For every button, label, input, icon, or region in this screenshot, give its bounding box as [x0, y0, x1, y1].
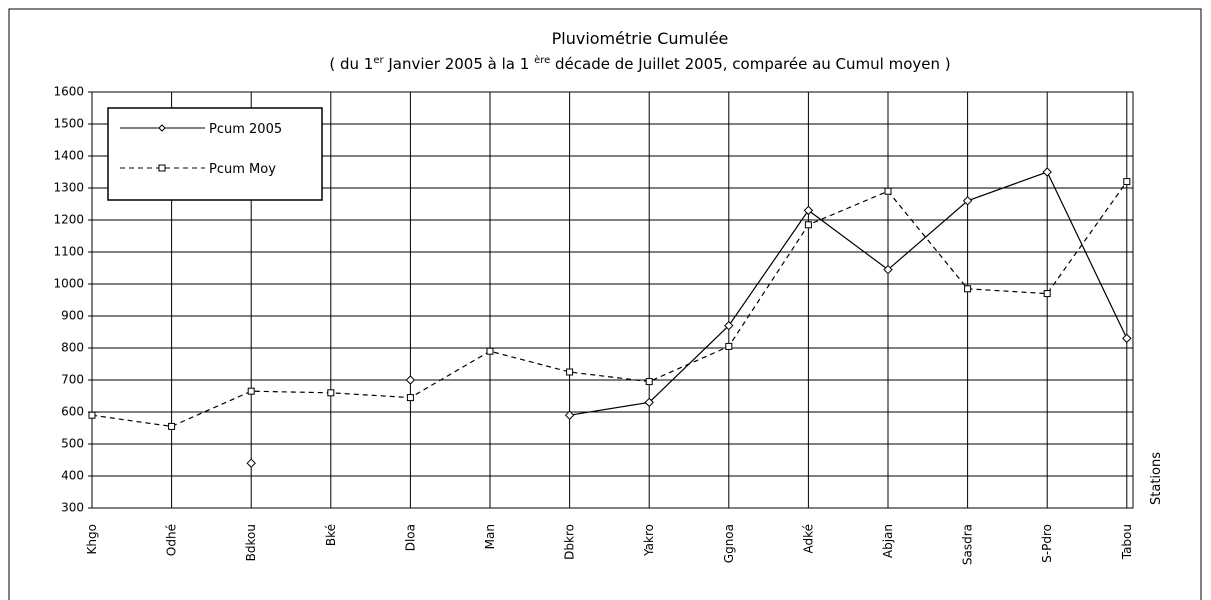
series-line — [569, 171, 1128, 416]
legend: Pcum 2005 Pcum Moy — [107, 107, 323, 201]
marker — [724, 320, 734, 331]
marker — [88, 411, 96, 419]
subtitle-superscript: er — [373, 55, 384, 66]
marker — [804, 221, 812, 229]
marker — [327, 389, 335, 397]
marker — [1042, 167, 1052, 177]
x-tick-label: Abjan — [881, 524, 895, 558]
x-tick-label: Sasdra — [961, 524, 975, 565]
frame — [8, 8, 1202, 600]
y-tick-label: 800 — [61, 341, 84, 355]
x-tick-label: Ggnoa — [722, 524, 736, 563]
x-tick-label: Adké — [801, 524, 815, 554]
y-tick-label: 300 — [61, 501, 84, 515]
marker — [405, 375, 416, 385]
y-tick-label: 900 — [61, 309, 84, 323]
x-tick-label: Man — [483, 524, 497, 549]
y-tick-label: 500 — [61, 437, 84, 451]
x-tick-label: Dbkro — [563, 524, 577, 560]
y-tick-label: 1000 — [53, 277, 84, 291]
subtitle-part: Janvier 2005 à la 1 — [384, 55, 534, 73]
subtitle-superscript: ère — [534, 54, 550, 66]
x-tick-label: Bké — [324, 524, 338, 546]
subtitle-part: décade de Juillet 2005, comparée au Cumu… — [550, 55, 950, 73]
legend-label: Pcum 2005 — [209, 122, 282, 137]
y-tick-label: 600 — [61, 405, 84, 419]
marker — [564, 410, 575, 420]
marker — [1043, 290, 1051, 298]
marker — [645, 378, 653, 386]
y-tick-label: 1300 — [53, 181, 84, 195]
y-tick-label: 1400 — [53, 149, 84, 163]
y-tick-label: 1600 — [53, 85, 84, 99]
y-tick-label: 1100 — [53, 245, 84, 259]
legend-label: Pcum Moy — [209, 162, 276, 177]
marker — [644, 397, 654, 408]
subtitle-part: ( du 1 — [329, 55, 373, 73]
marker — [1123, 178, 1131, 186]
x-tick-label: S-Pdro — [1040, 524, 1054, 563]
marker — [247, 387, 255, 395]
marker — [725, 342, 733, 350]
y-tick-label: 700 — [61, 373, 84, 387]
marker — [566, 368, 574, 376]
legend-box — [107, 107, 323, 201]
plot-area — [91, 91, 1134, 509]
x-tick-label: Khgo — [85, 524, 99, 554]
legend-marker — [158, 124, 166, 132]
y-tick-label: 400 — [61, 469, 84, 483]
marker — [1122, 333, 1132, 344]
marker — [883, 264, 893, 275]
marker — [486, 347, 494, 355]
legend-marker — [158, 164, 166, 172]
marker — [168, 422, 176, 430]
x-tick-label: Odhé — [165, 524, 179, 556]
y-tick-label: 1500 — [53, 117, 84, 131]
marker — [962, 196, 973, 206]
marker — [803, 205, 814, 216]
chart-title: Pluviométrie Cumulée — [552, 29, 729, 48]
marker — [246, 458, 256, 468]
x-tick-label: Dloa — [403, 524, 417, 551]
marker — [406, 394, 414, 402]
y-tick-label: 1200 — [53, 213, 84, 227]
series-line — [91, 181, 1128, 428]
marker — [964, 285, 972, 293]
x-tick-label: Bdkou — [244, 524, 258, 561]
x-tick-label: Yakro — [642, 524, 656, 557]
chart-subtitle: ( du 1er Janvier 2005 à la 1 ère décade … — [329, 54, 950, 73]
x-tick-label: Tabou — [1120, 524, 1134, 560]
marker — [884, 187, 892, 195]
x-axis-label: Stations — [1149, 452, 1164, 505]
